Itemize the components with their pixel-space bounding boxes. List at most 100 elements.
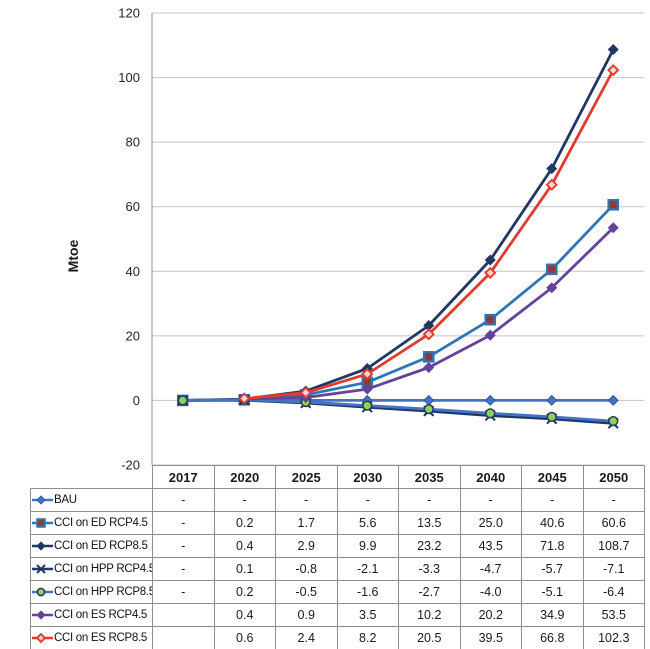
series-marker [484, 329, 496, 341]
series-line-cci-on-es-rcp8-5 [242, 68, 615, 400]
value-cell: -2.1 [336, 557, 399, 581]
series-marker [546, 411, 557, 423]
value-cell: 2.4 [275, 626, 338, 649]
legend-entry: CCI on HPP RCP8.5 [32, 585, 152, 599]
series-marker [607, 394, 619, 406]
series-marker [484, 313, 497, 326]
value-cell: -5.1 [521, 580, 584, 604]
y-axis-tick-label: 0 [133, 393, 140, 408]
value-cell: -0.5 [275, 580, 338, 604]
series-marker [546, 394, 558, 406]
value-cell: 10.2 [398, 603, 461, 627]
series-cci-on-es-rcp4-5 [238, 222, 619, 405]
series-marker [36, 518, 46, 528]
value-cell: 102.3 [582, 626, 645, 649]
year-header-2017: 2017 [152, 465, 215, 489]
value-cell: - [459, 488, 522, 512]
series-line-cci-on-ed-rcp8-5 [181, 48, 615, 402]
legend-label: CCI on ED RCP8.5 [54, 540, 148, 552]
legend-entry: CCI on ES RCP8.5 [32, 631, 152, 645]
series-cci-on-es-rcp8-5 [238, 64, 620, 405]
value-cell: 53.5 [582, 603, 645, 627]
y-axis-tick-label: 100 [118, 70, 140, 85]
legend-cell-cci-on-hpp-rcp8-5: CCI on HPP RCP8.5 [30, 580, 153, 604]
legend-cell-cci-on-ed-rcp4-5: CCI on ED RCP4.5 [30, 511, 153, 535]
legend-label: CCI on ES RCP8.5 [54, 632, 147, 644]
value-cell: -4.0 [459, 580, 522, 604]
table-row: CCI on HPP RCP4.5-0.1 -0.8 -2.1 -3.3 -4.7 -5.… [30, 557, 645, 581]
value-cell: -3.3 [398, 557, 461, 581]
value-cell: - [213, 488, 276, 512]
value-cell: 20.5 [398, 626, 461, 649]
value-cell: 66.8 [521, 626, 584, 649]
value-cell: 60.6 [582, 511, 645, 535]
table-row: BAU - - - - - - - - [30, 488, 645, 512]
legend-key-icon-cci-on-hpp-rcp8-5 [32, 587, 53, 597]
year-header-2035: 2035 [398, 465, 461, 489]
table-row: CCI on ED RCP4.5-0.2 1.7 5.6 13.5 25.0 40.6 60… [30, 511, 645, 535]
series-marker [36, 587, 46, 597]
series-marker [35, 632, 47, 644]
table-row: CCI on ED RCP8.5-0.4 2.9 9.9 23.2 43.5 71.8 10… [30, 534, 645, 558]
y-axis-tick-label: 20 [126, 328, 140, 343]
y-axis-tick-label: 80 [126, 135, 140, 150]
legend-entry: BAU [32, 493, 152, 507]
legend-entry: CCI on ED RCP4.5 [32, 516, 152, 530]
year-header-2050: 2050 [582, 465, 645, 489]
series-marker [484, 266, 497, 280]
value-cell: 108.7 [582, 534, 645, 558]
series-marker [36, 495, 46, 505]
legend-label: BAU [54, 494, 77, 506]
series-marker [36, 610, 46, 620]
value-cell: 0.9 [275, 603, 338, 627]
y-axis-tick-label: 120 [118, 6, 140, 21]
value-cell: 39.5 [459, 626, 522, 649]
value-cell: - [336, 488, 399, 512]
value-cell: 25.0 [459, 511, 522, 535]
year-header-2045: 2045 [521, 465, 584, 489]
series-marker [423, 394, 435, 406]
series-marker [485, 408, 496, 419]
series-marker [484, 254, 496, 266]
value-cell: - [152, 534, 215, 558]
value-cell: 34.9 [521, 603, 584, 627]
value-cell: 43.5 [459, 534, 522, 558]
series-marker [484, 394, 496, 406]
series-marker [36, 541, 46, 551]
value-cell: 0.4 [213, 603, 276, 627]
series-line-cci-on-ed-rcp4-5 [181, 203, 615, 402]
legend-key-icon-cci-on-es-rcp4-5 [32, 610, 53, 620]
value-cell: 40.6 [521, 511, 584, 535]
value-cell: 20.2 [459, 603, 522, 627]
table-row: CCI on ES RCP4.5 0.4 0.9 3.5 10.2 20.2 34.9 53.… [30, 603, 645, 627]
value-cell: - [275, 488, 338, 512]
table-row: CCI on HPP RCP8.5-0.2 -0.5 -1.6 -2.7 -4.0 -5.… [30, 580, 645, 604]
legend-cell-bau: BAU [30, 488, 153, 512]
series-marker [36, 564, 46, 574]
series-marker [422, 328, 435, 341]
value-cell: 0.4 [213, 534, 276, 558]
year-header-2030: 2030 [336, 465, 399, 489]
series-marker [546, 282, 558, 294]
value-cell: 0.2 [213, 511, 276, 535]
legend-key-icon-cci-on-ed-rcp8-5 [32, 541, 53, 551]
value-cell: - [152, 511, 215, 535]
y-axis-tick-label: 40 [126, 264, 140, 279]
value-cell [152, 603, 215, 627]
value-cell: 71.8 [521, 534, 584, 558]
legend-cell-cci-on-hpp-rcp4-5: CCI on HPP RCP4.5 [30, 557, 153, 581]
value-cell: -5.7 [521, 557, 584, 581]
legend-entry: CCI on HPP RCP4.5 [32, 562, 152, 576]
value-cell: - [398, 488, 461, 512]
legend-key-icon-cci-on-es-rcp8-5 [32, 632, 53, 644]
series-line-cci-on-es-rcp4-5 [242, 226, 615, 401]
series-marker [361, 383, 373, 395]
series-marker [607, 198, 620, 211]
series-marker [238, 392, 251, 405]
series-cci-on-ed-rcp4-5 [176, 198, 620, 407]
legend-cell-cci-on-es-rcp8-5: CCI on ES RCP8.5 [30, 626, 153, 649]
legend-label: CCI on ED RCP4.5 [54, 517, 148, 529]
